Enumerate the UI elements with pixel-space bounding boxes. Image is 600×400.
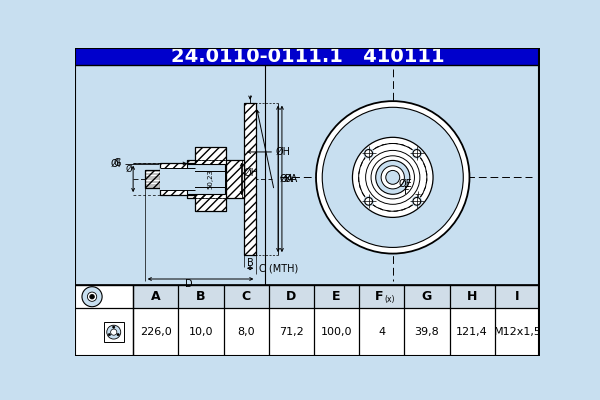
Text: B: B <box>247 258 254 268</box>
Circle shape <box>107 325 121 339</box>
Text: H: H <box>467 290 478 303</box>
Bar <box>195 146 226 211</box>
Circle shape <box>412 196 422 207</box>
Bar <box>104 322 124 342</box>
Circle shape <box>386 170 400 184</box>
Bar <box>244 103 256 255</box>
Bar <box>75 285 540 356</box>
Bar <box>160 163 195 195</box>
Circle shape <box>117 334 119 336</box>
Text: A: A <box>151 290 161 303</box>
Circle shape <box>363 196 374 207</box>
Circle shape <box>316 101 469 254</box>
Circle shape <box>108 334 110 336</box>
Circle shape <box>365 198 373 205</box>
Text: G: G <box>114 158 121 168</box>
Text: 100,0: 100,0 <box>321 327 352 337</box>
Text: Ø: Ø <box>125 164 132 173</box>
Bar <box>160 163 195 195</box>
Text: D: D <box>286 290 296 303</box>
Bar <box>145 170 190 188</box>
Text: 8,0: 8,0 <box>238 327 255 337</box>
Text: 226,0: 226,0 <box>140 327 172 337</box>
Text: F: F <box>375 290 383 303</box>
Bar <box>133 285 540 308</box>
Text: ØH: ØH <box>243 168 258 178</box>
Bar <box>145 170 190 188</box>
Bar <box>187 160 244 198</box>
Text: F: F <box>404 186 410 196</box>
Bar <box>75 285 540 356</box>
Bar <box>195 146 226 211</box>
Text: 71,2: 71,2 <box>279 327 304 337</box>
Text: ØI: ØI <box>111 158 121 168</box>
Bar <box>160 168 195 190</box>
Circle shape <box>412 148 422 159</box>
Circle shape <box>113 326 115 328</box>
Circle shape <box>363 148 374 159</box>
Circle shape <box>413 198 421 205</box>
Text: G: G <box>422 290 432 303</box>
Text: E: E <box>332 290 341 303</box>
Text: 121,4: 121,4 <box>457 327 488 337</box>
Bar <box>190 171 224 186</box>
Text: (x): (x) <box>385 294 395 304</box>
Bar <box>187 164 224 194</box>
Circle shape <box>365 150 373 157</box>
Circle shape <box>110 329 117 335</box>
Circle shape <box>90 294 94 299</box>
Circle shape <box>322 107 463 248</box>
Text: C: C <box>242 290 251 303</box>
Circle shape <box>376 160 410 194</box>
Bar <box>244 103 256 255</box>
Bar <box>187 160 244 198</box>
Text: I: I <box>515 290 520 303</box>
Text: ØH: ØH <box>276 147 291 157</box>
Text: ØE: ØE <box>399 178 413 188</box>
Circle shape <box>381 166 404 189</box>
Circle shape <box>352 137 433 218</box>
Circle shape <box>82 287 102 307</box>
Text: D: D <box>185 279 193 289</box>
Text: 10,0: 10,0 <box>188 327 213 337</box>
Text: B: B <box>196 290 206 303</box>
Text: 39,8: 39,8 <box>415 327 439 337</box>
Circle shape <box>413 150 421 157</box>
Circle shape <box>88 292 97 301</box>
Text: ØA: ØA <box>283 174 298 184</box>
Text: C (MTH): C (MTH) <box>259 263 298 273</box>
Text: 50,23: 50,23 <box>208 169 214 189</box>
Text: 24.0110-0111.1   410111: 24.0110-0111.1 410111 <box>170 47 445 66</box>
Text: 4: 4 <box>378 327 385 337</box>
Bar <box>75 48 540 65</box>
Text: M12x1,5: M12x1,5 <box>493 327 541 337</box>
Text: ØA: ØA <box>280 174 294 184</box>
